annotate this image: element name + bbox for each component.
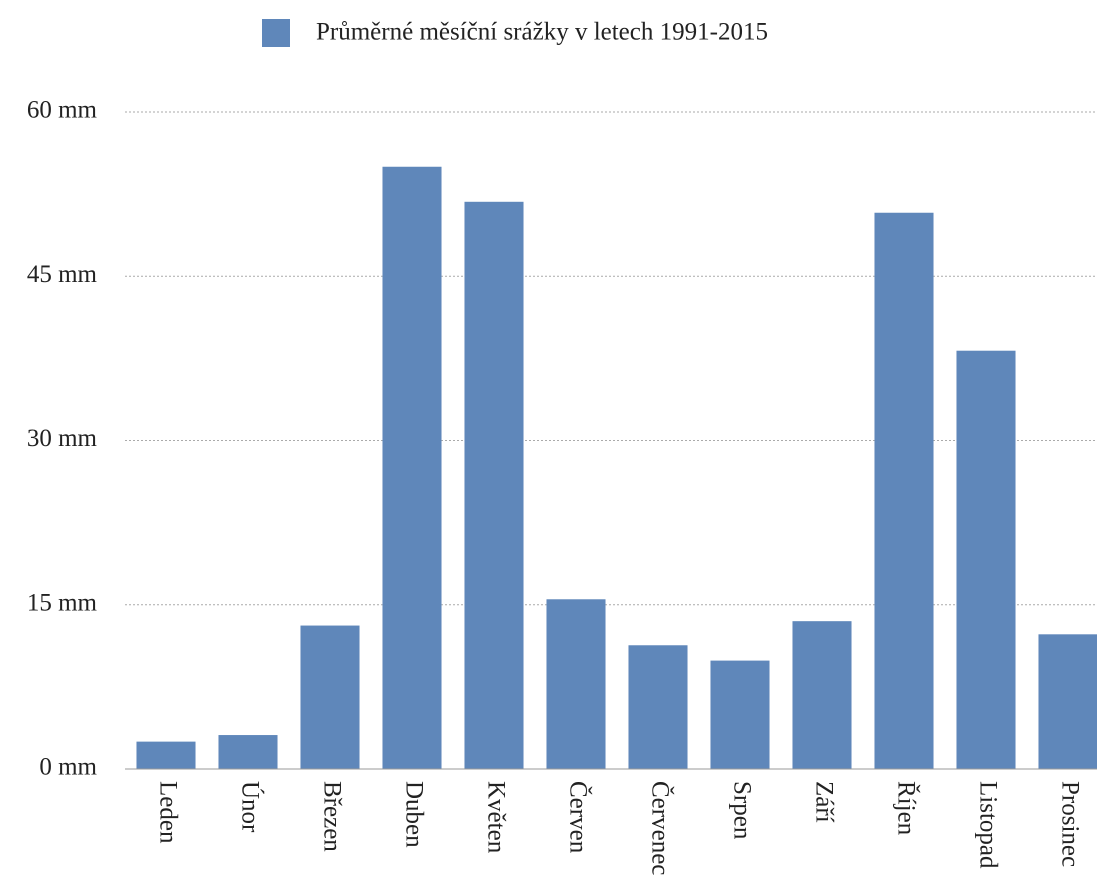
- bar: [136, 741, 196, 769]
- x-tick-label: Březen: [318, 781, 345, 852]
- bar: [1038, 634, 1097, 769]
- bar: [956, 350, 1016, 769]
- x-tick-label: Květen: [482, 781, 509, 854]
- x-tick-label: Prosinec: [1056, 781, 1083, 867]
- y-tick-label: 60 mm: [27, 97, 98, 124]
- bar: [874, 212, 934, 770]
- x-tick-label: Leden: [154, 781, 181, 844]
- y-tick-label: 15 mm: [27, 589, 98, 616]
- x-tick-label: Únor: [236, 781, 264, 833]
- bar: [710, 660, 770, 769]
- x-tick-label: Listopad: [974, 781, 1001, 869]
- x-tick-label: Duben: [400, 781, 427, 848]
- bar: [546, 599, 606, 769]
- x-tick-label: Říjen: [892, 781, 920, 836]
- bar: [382, 166, 442, 769]
- y-tick-label: 45 mm: [27, 261, 98, 288]
- x-tick-label: Září: [810, 781, 837, 823]
- y-tick-label: 0 mm: [39, 754, 97, 781]
- bar: [628, 645, 688, 769]
- x-tick-label: Srpen: [728, 781, 755, 840]
- bar: [218, 735, 278, 769]
- x-tick-label: Červen: [564, 781, 592, 854]
- bar: [300, 625, 360, 769]
- y-tick-label: 30 mm: [27, 425, 98, 452]
- legend-swatch: [262, 19, 290, 47]
- bar: [464, 201, 524, 770]
- x-tick-label: Červenec: [646, 781, 674, 875]
- legend-label: Průměrné měsíční srážky v letech 1991-20…: [316, 19, 768, 46]
- bar: [792, 621, 852, 769]
